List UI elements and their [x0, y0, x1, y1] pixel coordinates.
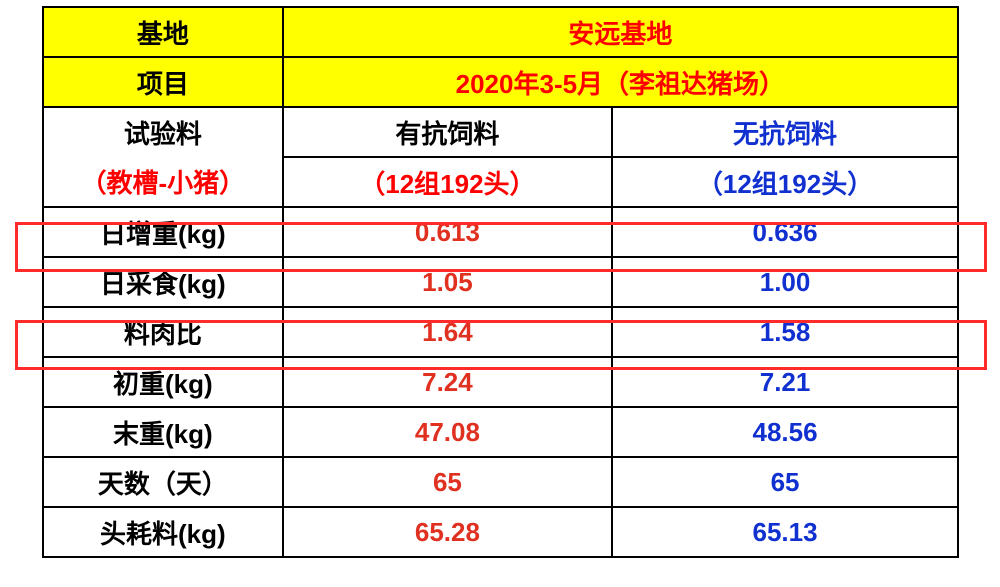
- row-start-wt: 初重(kg) 7.24 7.21: [43, 357, 958, 407]
- label-end-wt: 末重(kg): [43, 407, 283, 457]
- col-with-antibiotic-top: 有抗饲料: [283, 107, 612, 157]
- val-daily-intake-b: 1.00: [612, 257, 958, 307]
- val-days-a: 65: [283, 457, 612, 507]
- table-container: 基地 安远基地 项目 2020年3-5月（李祖达猪场） 试验料 有抗饲料 无抗饲…: [42, 6, 959, 558]
- column-header-row-top: 试验料 有抗饲料 无抗饲料: [43, 107, 958, 157]
- col-trial-feed-top: 试验料: [43, 107, 283, 157]
- project-label: 项目: [43, 57, 283, 107]
- row-days: 天数（天） 65 65: [43, 457, 958, 507]
- page-root: 基地 安远基地 项目 2020年3-5月（李祖达猪场） 试验料 有抗饲料 无抗饲…: [0, 0, 1000, 587]
- header-row-project: 项目 2020年3-5月（李祖达猪场）: [43, 57, 958, 107]
- val-daily-gain-a: 0.613: [283, 207, 612, 257]
- row-end-wt: 末重(kg) 47.08 48.56: [43, 407, 958, 457]
- col-with-antibiotic-bottom: （12组192头）: [283, 157, 612, 207]
- label-daily-intake: 日采食(kg): [43, 257, 283, 307]
- row-head-feed: 头耗料(kg) 65.28 65.13: [43, 507, 958, 557]
- row-daily-gain: 日增重(kg) 0.613 0.636: [43, 207, 958, 257]
- val-fcr-b: 1.58: [612, 307, 958, 357]
- col-no-antibiotic-top: 无抗饲料: [612, 107, 958, 157]
- val-start-wt-a: 7.24: [283, 357, 612, 407]
- label-head-feed: 头耗料(kg): [43, 507, 283, 557]
- label-start-wt: 初重(kg): [43, 357, 283, 407]
- val-start-wt-b: 7.21: [612, 357, 958, 407]
- project-value: 2020年3-5月（李祖达猪场）: [283, 57, 958, 107]
- comparison-table: 基地 安远基地 项目 2020年3-5月（李祖达猪场） 试验料 有抗饲料 无抗饲…: [42, 6, 959, 558]
- label-days: 天数（天）: [43, 457, 283, 507]
- val-fcr-a: 1.64: [283, 307, 612, 357]
- row-fcr: 料肉比 1.64 1.58: [43, 307, 958, 357]
- header-row-base: 基地 安远基地: [43, 7, 958, 57]
- val-end-wt-a: 47.08: [283, 407, 612, 457]
- col-trial-feed-bottom: （教槽-小猪）: [43, 157, 283, 207]
- val-head-feed-a: 65.28: [283, 507, 612, 557]
- val-days-b: 65: [612, 457, 958, 507]
- label-daily-gain: 日增重(kg): [43, 207, 283, 257]
- val-end-wt-b: 48.56: [612, 407, 958, 457]
- val-daily-gain-b: 0.636: [612, 207, 958, 257]
- val-head-feed-b: 65.13: [612, 507, 958, 557]
- col-no-antibiotic-bottom: （12组192头）: [612, 157, 958, 207]
- label-fcr: 料肉比: [43, 307, 283, 357]
- column-header-row-bottom: （教槽-小猪） （12组192头） （12组192头）: [43, 157, 958, 207]
- base-label: 基地: [43, 7, 283, 57]
- base-value: 安远基地: [283, 7, 958, 57]
- row-daily-intake: 日采食(kg) 1.05 1.00: [43, 257, 958, 307]
- val-daily-intake-a: 1.05: [283, 257, 612, 307]
